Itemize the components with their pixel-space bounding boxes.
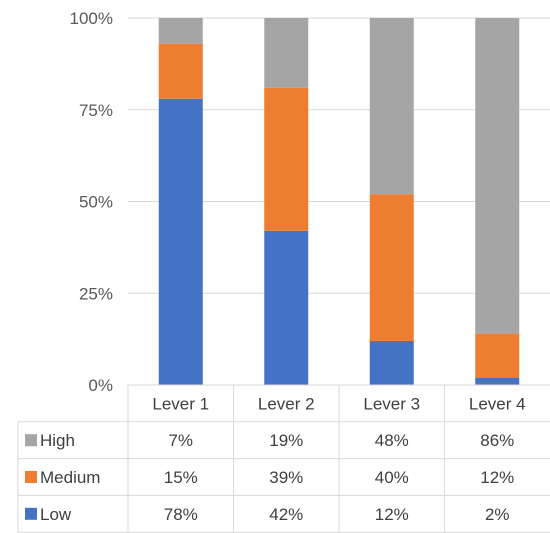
bar-low-3 — [369, 340, 414, 385]
legend-label-high: High — [40, 431, 75, 450]
data-label-low-3: 12% — [375, 505, 409, 524]
x-tick-label: Lever 4 — [469, 394, 526, 413]
bar-high-3 — [369, 18, 414, 195]
bar-high-1 — [158, 18, 203, 44]
data-label-medium-4: 12% — [480, 468, 514, 487]
legend-key-medium — [25, 471, 37, 483]
data-label-low-1: 78% — [164, 505, 198, 524]
bar-low-2 — [264, 230, 309, 385]
x-tick-label: Lever 1 — [152, 394, 209, 413]
y-tick-label: 75% — [79, 101, 113, 120]
data-label-high-2: 19% — [269, 431, 303, 450]
legend-label-medium: Medium — [40, 468, 100, 487]
legend-key-high — [25, 434, 37, 447]
x-tick-label: Lever 2 — [258, 394, 315, 413]
bar-medium-1 — [158, 43, 203, 99]
data-label-high-3: 48% — [375, 431, 409, 450]
data-label-high-1: 7% — [168, 431, 193, 450]
data-label-low-4: 2% — [485, 505, 510, 524]
y-tick-label: 100% — [70, 9, 113, 28]
data-label-medium-1: 15% — [164, 468, 198, 487]
bar-high-2 — [264, 18, 309, 88]
bar-medium-4 — [475, 333, 520, 378]
data-label-medium-2: 39% — [269, 468, 303, 487]
y-tick-label: 0% — [88, 376, 113, 395]
bar-low-4 — [475, 377, 520, 385]
bar-medium-3 — [369, 194, 414, 341]
data-label-medium-3: 40% — [375, 468, 409, 487]
bar-high-4 — [475, 18, 520, 334]
data-label-low-2: 42% — [269, 505, 303, 524]
data-label-high-4: 86% — [480, 431, 514, 450]
y-tick-label: 25% — [79, 284, 113, 303]
legend-label-low: Low — [40, 505, 72, 524]
y-tick-label: 50% — [79, 193, 113, 212]
bar-medium-2 — [264, 87, 309, 231]
y-axis-tick-labels: 0% 25% 50% 75% 100% — [70, 9, 113, 395]
x-tick-label: Lever 3 — [363, 394, 420, 413]
bar-segments — [158, 18, 520, 386]
data-table: Lever 1 Lever 2 Lever 3 Lever 4 High 7% 19% 48%… — [17, 384, 550, 533]
bar-low-1 — [158, 98, 203, 386]
legend-key-low — [25, 507, 37, 520]
